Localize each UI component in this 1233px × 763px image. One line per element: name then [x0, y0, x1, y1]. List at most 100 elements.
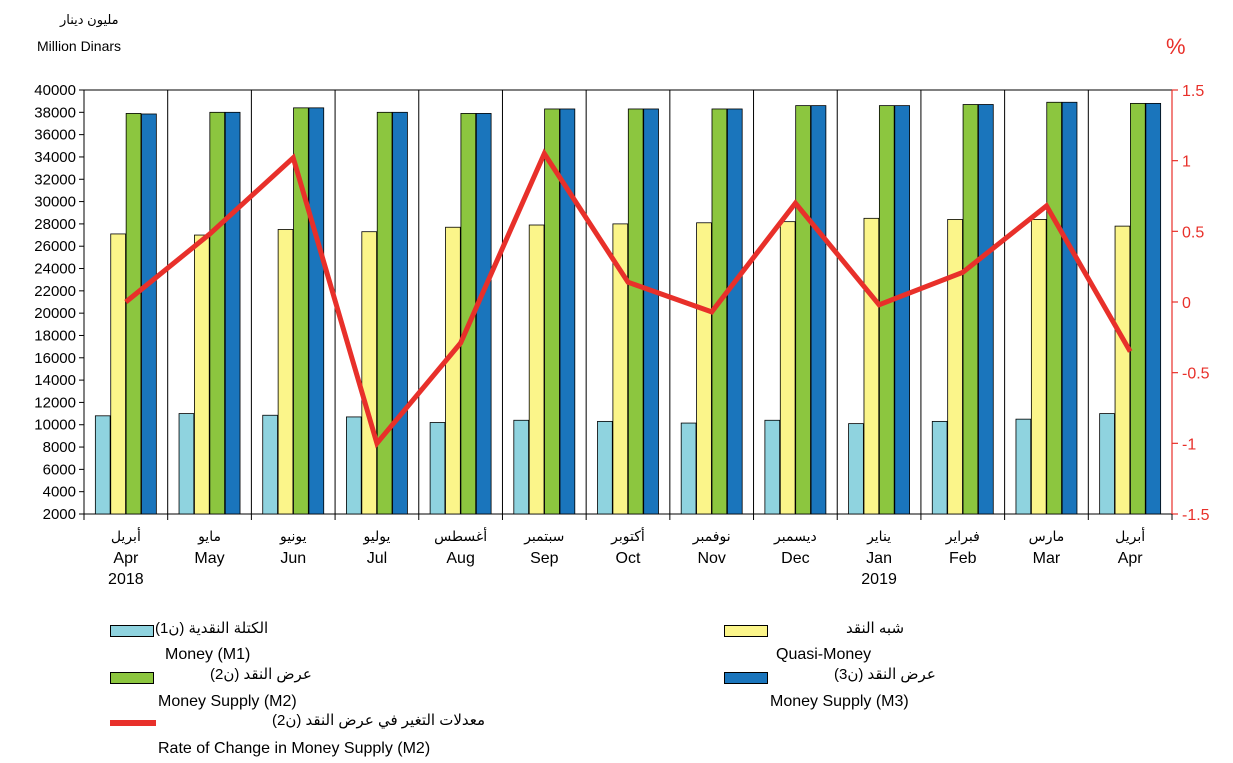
legend-m1-english: Money (M1)	[165, 646, 251, 663]
legend-swatch-m2	[110, 672, 154, 684]
bar-m2	[376, 111, 393, 515]
bar-m1	[931, 420, 948, 515]
right-axis-tick-label: 1.5	[1182, 83, 1204, 100]
bar-m1	[513, 419, 530, 515]
x-axis-label: Mar	[1033, 550, 1061, 567]
x-axis-label-arabic: مايو	[197, 528, 221, 545]
bar-layer	[94, 101, 1162, 515]
x-axis-label-arabic: أغسطس	[434, 527, 487, 545]
bar-m3	[308, 107, 325, 515]
bar-m2	[878, 105, 895, 515]
bar-quasi-money	[947, 219, 963, 515]
legend-swatch-m1	[110, 625, 154, 637]
bar-m2	[293, 107, 309, 515]
x-axis-label-arabic: ديسمبر	[773, 528, 817, 545]
x-axis-label-arabic: أبريل	[1115, 527, 1145, 545]
bar-m3	[559, 108, 576, 515]
left-axis-tick-label: 24000	[34, 261, 76, 278]
bar-quasi-money	[361, 231, 378, 515]
left-axis-tick-label: 36000	[34, 127, 76, 144]
left-axis-tick-label: 16000	[34, 350, 76, 367]
x-axis-label-arabic: سبتمبر	[523, 528, 564, 545]
x-axis-label-arabic: مارس	[1029, 528, 1065, 545]
bar-quasi-money	[779, 221, 796, 515]
x-axis-label: Nov	[697, 550, 725, 567]
left-axis-tick-label: 2000	[43, 506, 76, 523]
bar-quasi-money	[110, 233, 126, 515]
x-axis-year-label: 2018	[108, 571, 144, 588]
x-axis-label: Jun	[280, 550, 306, 567]
legend-swatch-quasi	[724, 625, 768, 637]
axis-layer: 2000 4000 6000 8000 10000 12000 14000 16000 1800…	[34, 82, 1209, 588]
left-axis-tick-label: 30000	[34, 194, 76, 211]
bar-m2	[1046, 101, 1062, 515]
x-axis-year-label: 2019	[861, 571, 897, 588]
left-axis-tick-label: 32000	[34, 171, 76, 188]
legend-rate-arabic: معدلات التغير في عرض النقد (ن2)	[272, 712, 486, 729]
bar-quasi-money	[277, 229, 294, 515]
left-axis-tick-label: 12000	[34, 394, 76, 411]
x-axis-label: Feb	[949, 550, 977, 567]
legend-rate-english: Rate of Change in Money Supply (M2)	[158, 740, 431, 757]
left-axis-tick-label: 34000	[34, 149, 76, 166]
legend-m2-arabic: عرض النقد (ن2)	[210, 666, 312, 683]
bar-m3	[141, 113, 157, 515]
bar-quasi-money	[1030, 219, 1047, 515]
left-axis-tick-label: 4000	[43, 484, 76, 501]
bar-m2	[1130, 102, 1146, 515]
bar-m3	[224, 111, 241, 515]
right-axis-unit: %	[1166, 34, 1186, 59]
legend-quasi-arabic: شبه النقد	[846, 620, 905, 637]
bar-m1	[429, 422, 446, 515]
bar-m2	[795, 105, 811, 515]
x-axis-label: Jul	[367, 550, 387, 567]
bar-m3	[1145, 102, 1162, 515]
bar-m2	[544, 108, 560, 515]
right-axis-tick-label: -1.5	[1182, 507, 1210, 524]
right-axis-tick-label: -1	[1182, 436, 1196, 453]
bar-m3	[978, 104, 994, 515]
legend-swatch-rate	[110, 720, 156, 726]
legend-quasi-english: Quasi-Money	[776, 646, 872, 663]
x-axis-label: Apr	[1118, 550, 1144, 567]
line-layer	[124, 148, 1133, 449]
left-axis-tick-label: 40000	[34, 82, 76, 99]
bar-m1	[1015, 418, 1032, 515]
bar-m3	[894, 105, 910, 515]
bar-quasi-money	[696, 222, 712, 515]
bar-m1	[262, 414, 278, 515]
bar-m2	[627, 108, 644, 515]
legend-m1-arabic: الكتلة النقدية (ن1)	[155, 620, 269, 637]
x-axis-label-arabic: فبراير	[945, 528, 980, 545]
bar-m3	[1061, 101, 1078, 515]
chart-plot: 2000 4000 6000 8000 10000 12000 14000 16000 1800…	[34, 82, 1209, 588]
bar-m1	[94, 415, 111, 515]
bar-m1	[848, 423, 864, 515]
left-axis-tick-label: 38000	[34, 104, 76, 121]
x-axis-label: Apr	[113, 550, 139, 567]
x-axis-label: Aug	[446, 550, 474, 567]
left-axis-tick-label: 28000	[34, 216, 76, 233]
bar-m1	[178, 413, 195, 515]
bar-quasi-money	[528, 224, 545, 515]
right-axis-tick-label: 0.5	[1182, 224, 1204, 241]
x-axis-label: Jan	[866, 550, 892, 567]
x-axis-label-arabic: أكتوبر	[610, 527, 645, 545]
x-axis-label-arabic: أبريل	[111, 527, 141, 545]
left-axis-unit-english: Million Dinars	[37, 38, 122, 54]
bar-m1	[597, 420, 613, 515]
x-axis-label: Sep	[530, 550, 559, 567]
bar-m3	[810, 105, 827, 515]
right-axis-tick-label: 0	[1182, 295, 1191, 312]
left-axis-tick-label: 22000	[34, 283, 76, 300]
bar-m3	[726, 108, 743, 515]
bar-quasi-money	[194, 234, 210, 515]
bar-m3	[643, 108, 659, 515]
left-axis-tick-label: 8000	[43, 439, 76, 456]
x-axis-label-arabic: نوفمبر	[692, 528, 731, 545]
x-axis-label-arabic: يونيو	[279, 528, 307, 545]
left-axis-unit-arabic: مليون دينار	[60, 12, 119, 27]
left-axis-tick-label: 6000	[43, 461, 76, 478]
bar-quasi-money	[1114, 225, 1131, 515]
